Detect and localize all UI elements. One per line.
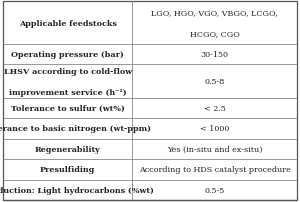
Bar — [132, 98, 297, 119]
Text: Regenerability: Regenerability — [35, 145, 100, 153]
Text: Presulfiding: Presulfiding — [40, 165, 95, 174]
Text: Yes (in-situ and ex-situ): Yes (in-situ and ex-situ) — [167, 145, 262, 153]
Bar — [3, 65, 132, 98]
Text: Production: Light hydrocarbons (%wt): Production: Light hydrocarbons (%wt) — [0, 186, 154, 194]
Text: < 1000: < 1000 — [200, 125, 230, 133]
Bar — [132, 139, 297, 159]
Text: Tolerance to sulfur (wt%): Tolerance to sulfur (wt%) — [11, 104, 124, 113]
Text: 30-150: 30-150 — [201, 51, 229, 59]
Bar — [132, 159, 297, 180]
Bar — [3, 119, 132, 139]
Bar — [132, 119, 297, 139]
Text: Tolerance to basic nitrogen (wt-ppm): Tolerance to basic nitrogen (wt-ppm) — [0, 125, 151, 133]
Bar — [132, 2, 297, 45]
Bar — [132, 65, 297, 98]
Text: 0.5-8: 0.5-8 — [205, 78, 225, 86]
Bar — [132, 45, 297, 65]
Text: < 2.5: < 2.5 — [204, 104, 226, 113]
Text: According to HDS catalyst procedure: According to HDS catalyst procedure — [139, 165, 291, 174]
Text: 0.5-5: 0.5-5 — [205, 186, 225, 194]
Text: Applicable feedstocks: Applicable feedstocks — [19, 19, 117, 27]
Text: Operating pressure (bar): Operating pressure (bar) — [11, 51, 124, 59]
Bar — [132, 180, 297, 200]
Text: LHSV according to cold-flow

improvement service (h⁻¹): LHSV according to cold-flow improvement … — [4, 67, 132, 96]
Bar — [3, 139, 132, 159]
Bar — [3, 180, 132, 200]
Bar — [3, 98, 132, 119]
Bar — [3, 45, 132, 65]
Text: LGO, HGO, VGO, VBGO, LCGO,

HCGO, CGO: LGO, HGO, VGO, VBGO, LCGO, HCGO, CGO — [152, 9, 278, 38]
Bar — [3, 2, 132, 45]
Bar — [3, 159, 132, 180]
